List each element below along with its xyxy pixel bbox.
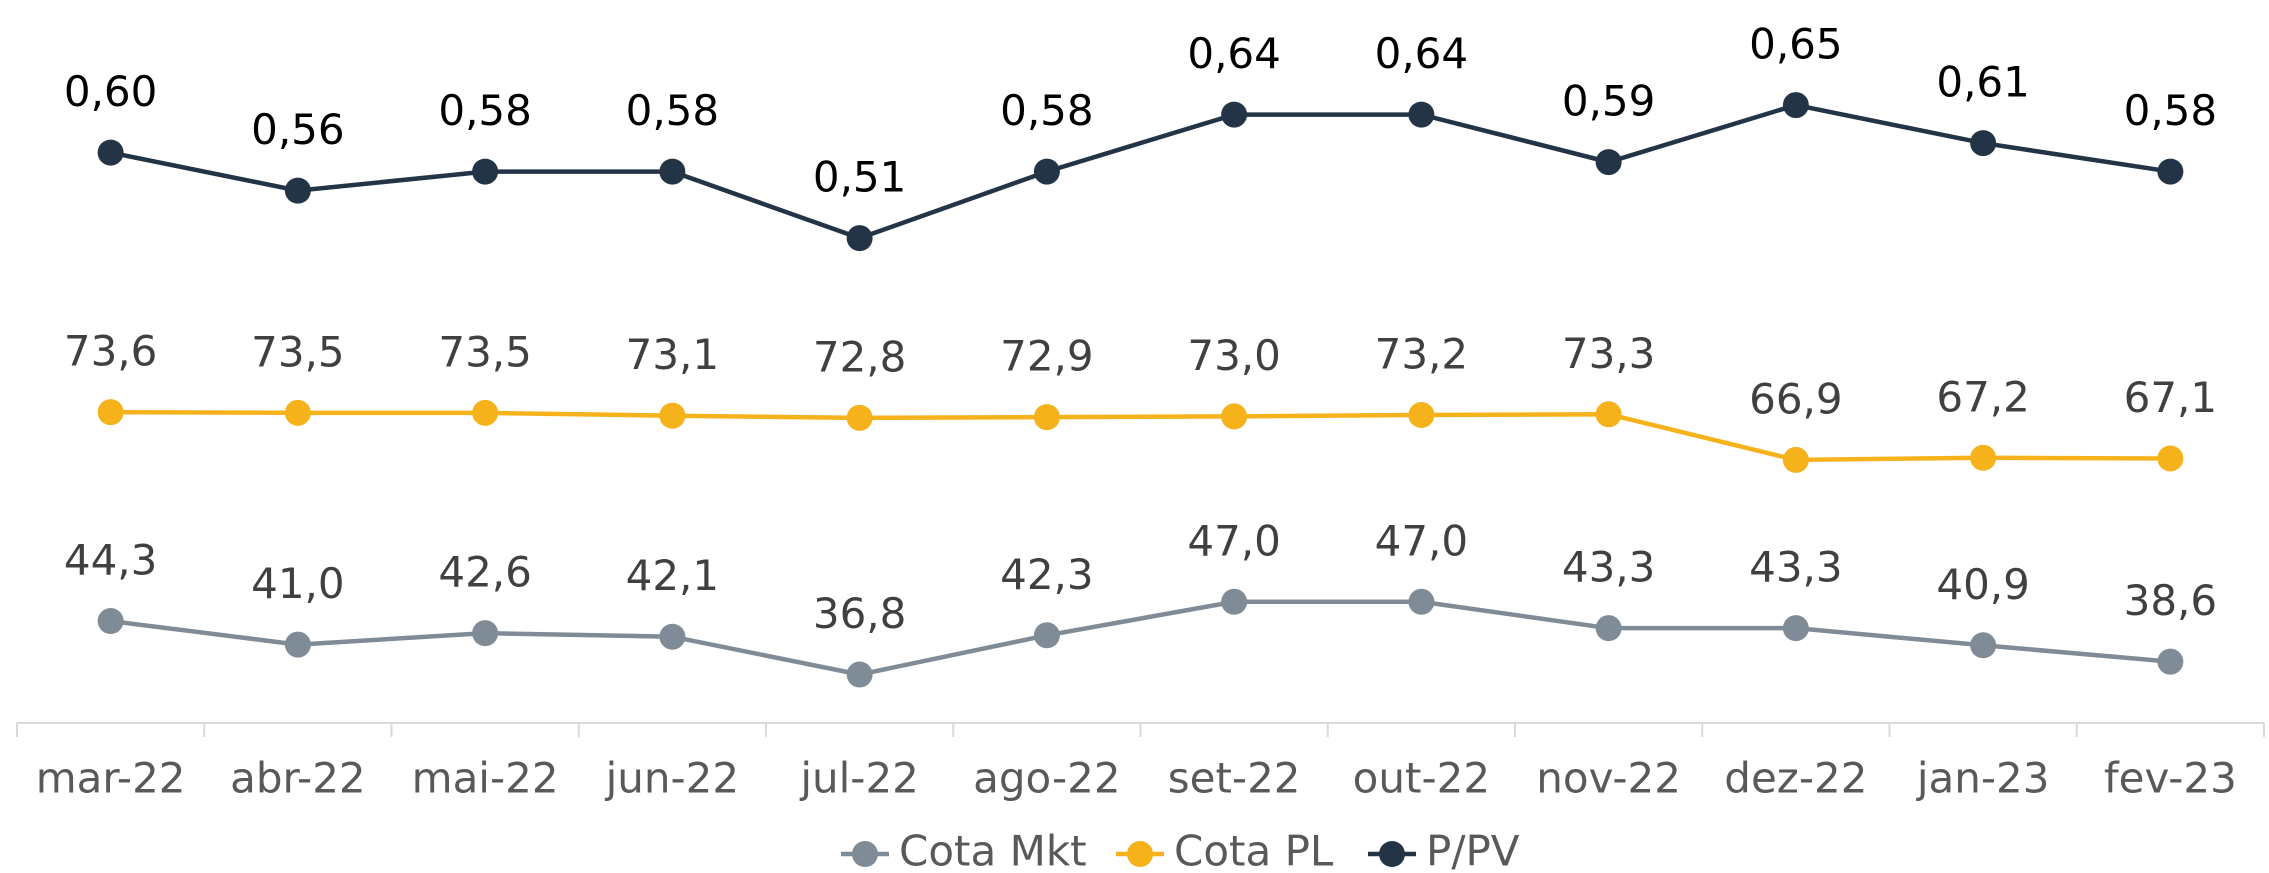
data-label: 73,3 — [1562, 329, 1656, 378]
data-label: 66,9 — [1749, 374, 1843, 423]
legend-marker — [852, 841, 878, 867]
data-label: 36,8 — [813, 589, 907, 638]
x-tick-label: set-22 — [1168, 754, 1301, 803]
point — [2157, 445, 2184, 472]
point — [659, 158, 686, 185]
point — [1595, 615, 1622, 642]
legend-marker — [1379, 841, 1405, 867]
point — [472, 399, 499, 426]
data-label: 73,1 — [626, 330, 720, 379]
legend-label: Cota PL — [1174, 827, 1334, 873]
data-label: 72,9 — [1000, 332, 1094, 381]
point — [284, 631, 311, 658]
point — [472, 158, 499, 185]
data-label: 0,51 — [813, 153, 907, 202]
point — [284, 177, 311, 204]
x-tick-label: mar-22 — [36, 754, 186, 803]
point — [1970, 444, 1997, 471]
point — [97, 139, 124, 166]
point — [659, 623, 686, 650]
data-label: 38,6 — [2124, 576, 2218, 625]
data-label: 42,1 — [626, 551, 720, 600]
point — [659, 402, 686, 429]
data-label: 73,5 — [251, 327, 345, 376]
data-label: 47,0 — [1187, 516, 1281, 565]
data-label: 42,6 — [438, 548, 532, 597]
series-line — [110, 102, 2171, 241]
data-label: 0,58 — [2124, 86, 2218, 135]
legend-label: P/PV — [1426, 827, 1520, 873]
x-tick-label: fev-23 — [2104, 754, 2237, 803]
point — [1595, 149, 1622, 176]
data-label: 0,58 — [626, 86, 720, 135]
data-label: 0,59 — [1562, 77, 1656, 126]
data-label: 40,9 — [1936, 560, 2030, 609]
point — [97, 399, 124, 426]
point — [472, 620, 499, 647]
point — [2157, 648, 2184, 675]
data-label: 72,8 — [813, 332, 907, 381]
data-label: 73,5 — [438, 327, 532, 376]
data-label: 73,6 — [64, 327, 158, 376]
x-tick-label: abr-22 — [230, 754, 366, 803]
point — [1782, 615, 1809, 642]
data-label: 43,3 — [1562, 543, 1656, 592]
point — [846, 661, 873, 688]
data-label: 47,0 — [1375, 516, 1469, 565]
point — [1221, 403, 1248, 430]
data-label: 42,3 — [1000, 550, 1094, 599]
data-label: 0,64 — [1187, 29, 1281, 78]
point — [284, 399, 311, 426]
x-tick-label: jul-22 — [799, 754, 919, 803]
point — [1782, 446, 1809, 473]
data-label: 0,56 — [251, 105, 345, 154]
point — [1970, 632, 1997, 659]
series-line — [110, 599, 2171, 677]
series-line — [110, 409, 2171, 463]
data-label: 0,58 — [438, 86, 532, 135]
point — [1782, 92, 1809, 119]
x-tick-label: ago-22 — [973, 754, 1120, 803]
data-label: 0,58 — [1000, 86, 1094, 135]
data-label: 0,60 — [64, 67, 158, 116]
data-label: 0,61 — [1936, 58, 2030, 107]
point — [846, 225, 873, 252]
data-label: 67,1 — [2124, 373, 2218, 422]
point — [1221, 588, 1248, 615]
point — [1033, 404, 1060, 431]
point — [1408, 401, 1435, 428]
data-label: 0,64 — [1375, 29, 1469, 78]
x-tick-label: mai-22 — [412, 754, 559, 803]
data-label: 73,0 — [1187, 331, 1281, 380]
data-label: 41,0 — [251, 559, 345, 608]
data-label: 0,65 — [1749, 20, 1843, 69]
point — [1408, 101, 1435, 128]
point — [846, 404, 873, 431]
x-tick-label: jan-23 — [1916, 754, 2050, 803]
point — [1033, 158, 1060, 185]
data-label: 44,3 — [64, 536, 158, 585]
point — [1221, 101, 1248, 128]
point — [2157, 158, 2184, 185]
point — [1033, 622, 1060, 649]
point — [1970, 130, 1997, 157]
x-tick-label: jun-22 — [605, 754, 740, 803]
legend-label: Cota Mkt — [899, 827, 1087, 873]
point — [97, 608, 124, 635]
point — [1595, 401, 1622, 428]
legend-marker — [1127, 841, 1153, 867]
x-tick-label: out-22 — [1353, 754, 1490, 803]
data-label: 73,2 — [1375, 329, 1469, 378]
data-label: 43,3 — [1749, 543, 1843, 592]
point — [1408, 588, 1435, 615]
x-tick-label: dez-22 — [1724, 754, 1867, 803]
data-label: 67,2 — [1936, 372, 2030, 421]
x-tick-label: nov-22 — [1536, 754, 1681, 803]
